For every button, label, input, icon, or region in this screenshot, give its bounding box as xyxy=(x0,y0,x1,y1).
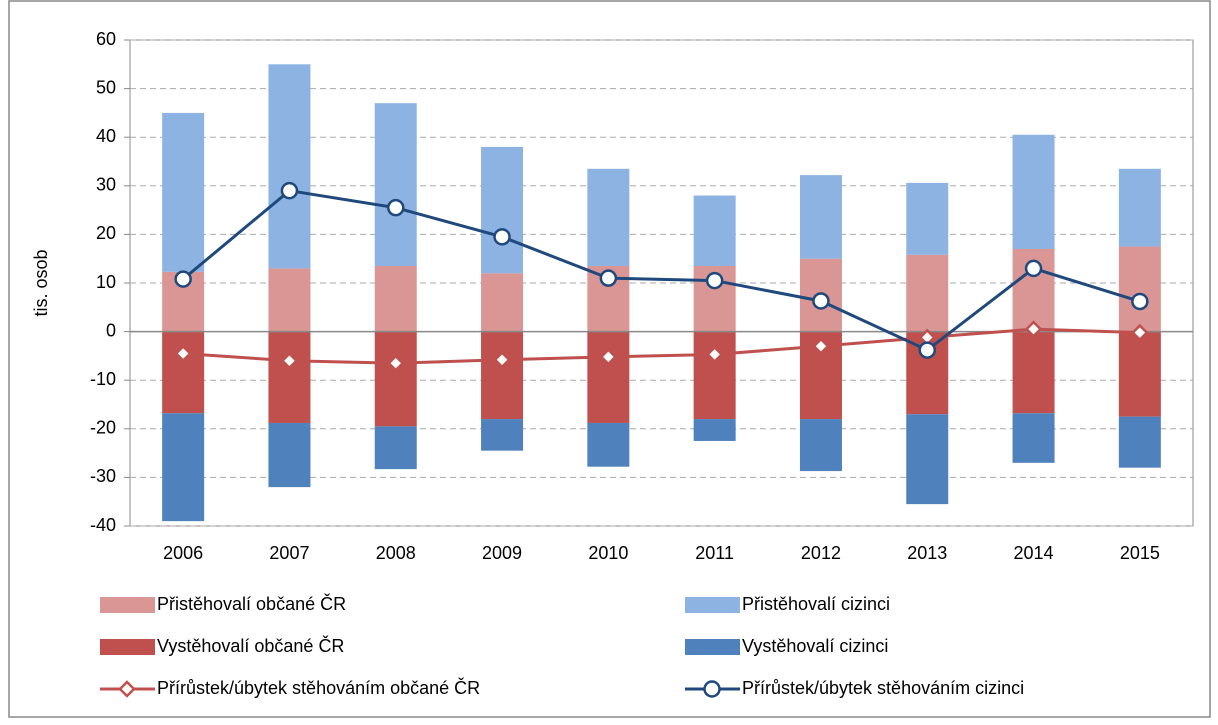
bar xyxy=(906,254,949,332)
x-tick-label: 2006 xyxy=(163,543,203,563)
x-tick-label: 2010 xyxy=(588,543,628,563)
point xyxy=(705,271,724,290)
point xyxy=(705,345,724,364)
y-tick-label: -30 xyxy=(90,466,116,486)
bar xyxy=(1012,413,1055,463)
y-tick-label: 50 xyxy=(96,77,116,97)
bar xyxy=(1118,331,1161,417)
legend-label: Přírůstek/úbytek stěhováním občané ČR xyxy=(157,677,480,698)
bar xyxy=(374,265,417,332)
x-tick-label: 2007 xyxy=(269,543,309,563)
point xyxy=(1131,292,1149,311)
bar xyxy=(906,414,949,505)
bar xyxy=(693,195,736,266)
legend-label: Vystěhovalí cizinci xyxy=(742,636,888,656)
y-tick-label: 30 xyxy=(96,175,116,195)
legend-label: Vystěhovalí občané ČR xyxy=(157,635,344,656)
bar xyxy=(374,331,417,427)
point xyxy=(493,228,511,246)
legend-label: Přírůstek/úbytek stěhováním cizinci xyxy=(742,678,1024,698)
bar xyxy=(481,273,524,332)
bar xyxy=(1118,246,1161,332)
bar xyxy=(268,331,311,423)
point xyxy=(280,181,299,200)
bar xyxy=(268,268,311,332)
point xyxy=(812,292,830,310)
bar xyxy=(587,331,630,423)
y-tick-label: 0 xyxy=(106,320,116,340)
point xyxy=(1131,323,1149,342)
point xyxy=(493,351,511,369)
bar xyxy=(374,103,417,266)
point xyxy=(599,348,618,366)
bar xyxy=(587,422,630,467)
bar xyxy=(1012,134,1055,249)
x-tick-label: 2008 xyxy=(376,543,416,563)
line xyxy=(182,189,1141,352)
legend-swatch xyxy=(685,597,740,613)
point xyxy=(599,269,618,287)
y-tick-label: -10 xyxy=(90,369,116,389)
bar xyxy=(799,419,842,472)
legend-label: Přistěhovalí cizinci xyxy=(742,594,890,614)
bar xyxy=(162,413,205,522)
y-tick-label: -40 xyxy=(90,515,116,535)
y-tick-label: -20 xyxy=(90,418,116,438)
legend-label: Přistěhovalí občané ČR xyxy=(157,593,346,614)
y-tick-label: 60 xyxy=(96,29,116,49)
point xyxy=(174,270,192,288)
bar xyxy=(374,426,417,470)
legend-marker xyxy=(118,680,136,698)
y-axis-label: tis. osob xyxy=(31,249,51,316)
point xyxy=(1024,320,1043,338)
x-tick-label: 2015 xyxy=(1120,543,1160,563)
point xyxy=(280,351,299,370)
point xyxy=(812,337,830,355)
bar xyxy=(481,419,524,451)
bar xyxy=(587,168,630,266)
x-tick-label: 2013 xyxy=(907,543,947,563)
y-tick-label: 40 xyxy=(96,126,116,146)
bar xyxy=(162,331,205,414)
legend-swatch xyxy=(100,639,155,655)
bar xyxy=(799,175,842,259)
y-tick-label: 10 xyxy=(96,272,116,292)
point xyxy=(918,341,936,359)
x-tick-label: 2012 xyxy=(801,543,841,563)
point xyxy=(386,354,405,372)
legend-swatch xyxy=(100,597,155,613)
point xyxy=(387,198,405,217)
x-tick-label: 2014 xyxy=(1014,543,1054,563)
point xyxy=(174,344,192,363)
bar xyxy=(693,419,736,441)
bar xyxy=(481,146,524,274)
bar xyxy=(1012,331,1055,414)
bar xyxy=(906,182,949,255)
line xyxy=(183,327,1140,365)
bar xyxy=(268,64,311,269)
bar xyxy=(481,331,524,420)
bar xyxy=(1118,416,1161,468)
bar xyxy=(162,112,205,272)
x-tick-label: 2011 xyxy=(695,543,734,563)
legend-swatch xyxy=(685,639,740,655)
bar xyxy=(693,331,736,420)
x-tick-label: 2009 xyxy=(482,543,522,563)
point xyxy=(1024,259,1043,278)
y-tick-label: 20 xyxy=(96,223,116,243)
bar xyxy=(1118,168,1161,247)
bar xyxy=(268,422,311,488)
legend-marker xyxy=(703,680,721,698)
